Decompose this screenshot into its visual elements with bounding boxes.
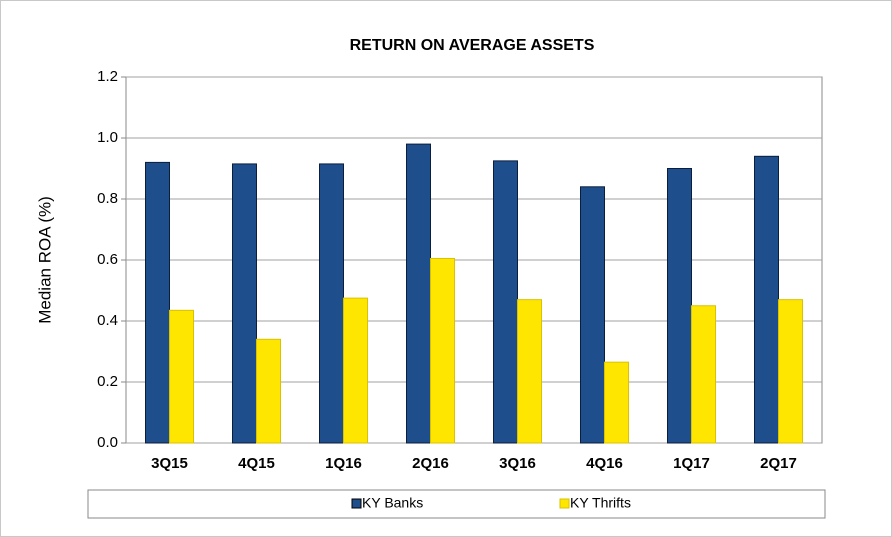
x-tick-label: 3Q15 (151, 455, 188, 472)
legend-label: KY Banks (362, 495, 423, 511)
y-tick-label: 0.8 (97, 190, 118, 207)
bar (256, 338, 281, 444)
legend-swatch (559, 498, 570, 509)
bar (319, 163, 344, 444)
x-tick-label: 2Q17 (760, 455, 797, 472)
bar (145, 161, 170, 444)
bar (169, 309, 194, 444)
y-tick-label: 0.2 (97, 373, 118, 390)
x-tick-label: 1Q17 (673, 455, 710, 472)
legend-label: KY Thrifts (570, 495, 631, 511)
x-tick-label: 4Q16 (586, 455, 623, 472)
bar (343, 297, 368, 444)
y-tick-label: 0.0 (97, 434, 118, 451)
bar (430, 257, 455, 444)
bar (754, 155, 779, 444)
bar (604, 361, 629, 444)
bar (580, 186, 605, 444)
y-tick-label: 0.4 (97, 312, 118, 329)
bar (517, 299, 542, 444)
y-tick-label: 1.0 (97, 129, 118, 146)
x-tick-label: 1Q16 (325, 455, 362, 472)
y-axis-label: Median ROA (%) (35, 196, 54, 324)
legend (87, 489, 826, 519)
x-tick-label: 3Q16 (499, 455, 536, 472)
bar (493, 160, 518, 444)
x-tick-label: 2Q16 (412, 455, 449, 472)
bar (667, 168, 692, 444)
y-tick-label: 1.2 (97, 68, 118, 85)
bar (778, 299, 803, 444)
y-tick-label: 0.6 (97, 251, 118, 268)
chart-title: RETURN ON AVERAGE ASSETS (350, 37, 595, 54)
bar (691, 305, 716, 444)
bar (232, 163, 257, 444)
bar (406, 143, 431, 444)
legend-swatch (351, 498, 362, 509)
x-tick-label: 4Q15 (238, 455, 275, 472)
